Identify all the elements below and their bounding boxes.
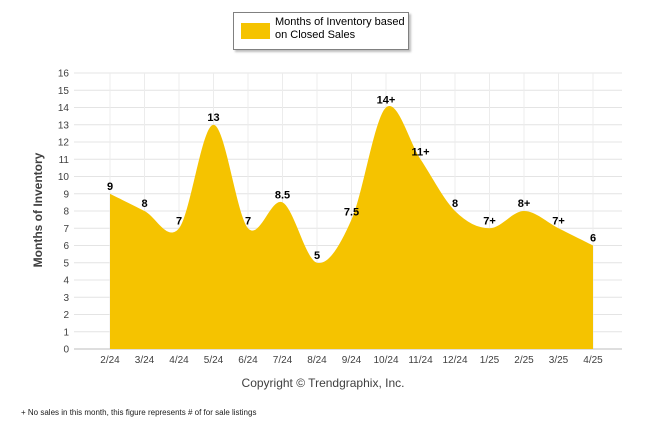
y-tick-label: 1 bbox=[63, 327, 69, 338]
data-labels: 9 8 7 13 7 8.5 5 7.5 14+ 11+ 8 7+ 8+ 7+ 6 bbox=[107, 95, 596, 262]
data-label: 8 bbox=[452, 198, 458, 210]
legend-swatch bbox=[241, 23, 270, 39]
legend: Months of Inventory based on Closed Sale… bbox=[233, 12, 409, 50]
x-tick-label: 9/24 bbox=[342, 355, 362, 366]
y-tick-label: 12 bbox=[58, 138, 70, 149]
x-tick-label: 4/25 bbox=[583, 355, 603, 366]
data-label: 14+ bbox=[377, 95, 396, 107]
data-label: 7+ bbox=[552, 215, 565, 227]
legend-label: Months of Inventory based on Closed Sale… bbox=[275, 16, 405, 41]
y-axis-label: Months of Inventory bbox=[31, 152, 45, 267]
y-tick-label: 16 bbox=[58, 69, 70, 80]
x-tick-label: 5/24 bbox=[204, 355, 224, 366]
copyright-text: Copyright © Trendgraphix, Inc. bbox=[241, 376, 405, 390]
x-tick-label: 2/25 bbox=[514, 355, 534, 366]
x-tick-label: 8/24 bbox=[307, 355, 327, 366]
y-tick-label: 7 bbox=[63, 224, 69, 235]
area-fill bbox=[110, 106, 593, 350]
y-tick-label: 3 bbox=[63, 293, 69, 304]
footnote: + No sales in this month, this figure re… bbox=[21, 408, 257, 417]
x-tick-label: 7/24 bbox=[273, 355, 293, 366]
data-label: 5 bbox=[314, 250, 320, 262]
x-tick-label: 12/24 bbox=[442, 355, 467, 366]
x-tick-label: 3/24 bbox=[135, 355, 155, 366]
y-tick-label: 13 bbox=[58, 120, 70, 131]
y-tick-label: 4 bbox=[63, 276, 69, 287]
x-tick-label: 3/25 bbox=[549, 355, 569, 366]
y-tick-label: 2 bbox=[63, 310, 69, 321]
x-tick-label: 6/24 bbox=[238, 355, 258, 366]
data-label: 7 bbox=[245, 215, 251, 227]
x-tick-label: 11/24 bbox=[408, 355, 433, 366]
area-series bbox=[110, 106, 593, 350]
y-tick-label: 10 bbox=[58, 172, 70, 183]
y-tick-label: 14 bbox=[58, 103, 70, 114]
x-tick-label: 10/24 bbox=[373, 355, 398, 366]
data-label: 7+ bbox=[483, 215, 496, 227]
y-tick-label: 5 bbox=[63, 258, 69, 269]
y-tick-label: 0 bbox=[63, 345, 69, 356]
y-tick-label: 8 bbox=[63, 207, 69, 218]
x-tick-label: 4/24 bbox=[169, 355, 189, 366]
data-label: 9 bbox=[107, 181, 113, 193]
data-label: 8+ bbox=[518, 198, 531, 210]
data-label: 8 bbox=[141, 198, 147, 210]
y-tick-label: 6 bbox=[63, 241, 69, 252]
x-axis-ticks: 2/24 3/24 4/24 5/24 6/24 7/24 8/24 9/24 10/24 11/… bbox=[100, 355, 603, 366]
y-tick-label: 11 bbox=[59, 155, 70, 166]
x-tick-label: 2/24 bbox=[100, 355, 120, 366]
y-tick-label: 15 bbox=[58, 86, 70, 97]
y-tick-label: 9 bbox=[63, 189, 69, 200]
data-label: 13 bbox=[207, 112, 219, 124]
data-label: 11+ bbox=[411, 146, 429, 158]
data-label: 7.5 bbox=[344, 207, 359, 219]
data-label: 6 bbox=[590, 233, 596, 245]
x-tick-label: 1/25 bbox=[480, 355, 500, 366]
data-label: 8.5 bbox=[275, 189, 290, 201]
data-label: 7 bbox=[176, 215, 182, 227]
